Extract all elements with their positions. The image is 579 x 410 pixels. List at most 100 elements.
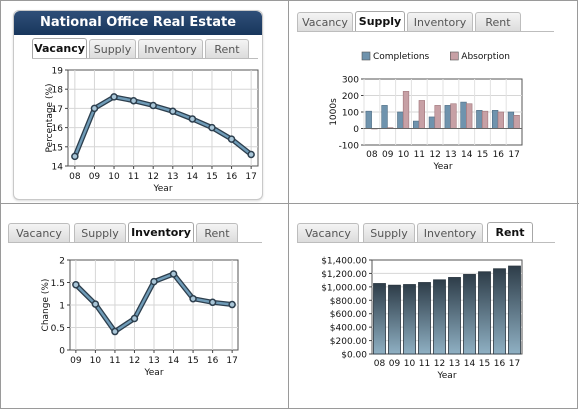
y-tick-label: 0 [353,125,359,135]
bar-rent [448,277,461,355]
x-tick-label: 16 [207,356,219,366]
y-axis-label: Percentage (%) [45,83,55,152]
x-tick-label: 08 [366,150,378,160]
y-tick-label: 0 [59,347,65,357]
y-tick-label: 100 [342,109,359,119]
x-tick-label: 08 [374,359,386,369]
bar-absorption [434,105,441,129]
y-axis-label: Change (%) [41,279,51,332]
bar-completions [381,105,388,129]
plot-area [67,69,259,167]
vacancy-tab-bar: Vacancy Supply Inventory Rent [32,38,258,59]
x-tick-label: 16 [494,359,506,369]
bar-absorption [450,103,457,129]
y-axis-label: 1000s [329,98,339,126]
data-point [71,152,79,161]
x-tick-label: 13 [148,356,159,366]
data-point [247,150,255,159]
data-point [188,115,197,123]
y-tick-label: $600.00 [330,310,367,320]
tab-inventory[interactable]: Inventory [138,39,203,58]
y-tick-label: 18 [52,86,64,96]
x-tick-label: 12 [147,172,158,182]
tab-inventory[interactable]: Inventory [128,222,194,243]
x-tick-label: 15 [477,150,488,160]
tab-inventory[interactable]: Inventory [417,223,483,242]
tab-inventory[interactable]: Inventory [407,12,473,31]
x-tick-label: 09 [382,150,394,160]
tab-vacancy[interactable]: Vacancy [297,12,353,31]
rent-chart: $0.00 $200.00 $400.00 $600.00 $800.00 $1,000.… [321,257,523,381]
bar-absorption [402,91,410,129]
x-tick-label: 10 [108,172,120,182]
data-point [169,270,178,278]
x-tick-label: 09 [89,172,101,182]
y-tick-label: $800.00 [330,297,367,307]
bar-completions [397,111,404,129]
tab-supply[interactable]: Supply [363,223,415,242]
y-tick-label: $1,000.00 [321,283,367,293]
y-tick-label: $1,400.00 [321,257,367,267]
data-point [129,96,138,105]
bar-rent [478,271,491,355]
x-tick-label: 12 [129,356,140,366]
bar-absorption [497,111,504,129]
tab-vacancy[interactable]: Vacancy [8,223,70,242]
vacancy-card: National Office Real Estate Trends Vacan… [13,10,263,200]
tab-supply[interactable]: Supply [74,223,126,242]
x-tick-label: 10 [404,359,416,369]
data-point [208,298,217,307]
x-tick-label: 13 [445,150,456,160]
legend-swatch-completions [361,51,371,61]
y-tick-label: -100 [339,142,360,152]
y-tick-label: $200.00 [330,337,367,347]
x-tick-label: 12 [434,359,445,369]
bar-rent [433,279,446,355]
x-tick-label: 17 [226,356,237,366]
tab-underline [297,242,555,243]
x-tick-label: 16 [493,150,505,160]
tab-underline [32,58,258,59]
tab-rent[interactable]: Rent [205,39,249,58]
x-tick-label: 14 [187,172,199,182]
bar-rent [403,284,416,355]
tab-supply[interactable]: Supply [355,11,405,32]
bar-absorption [418,100,425,129]
data-point [90,104,99,113]
legend-label-completions: Completions [373,52,430,62]
bar-completions [476,110,483,129]
tab-supply[interactable]: Supply [89,39,136,58]
x-tick-label: 11 [109,356,120,366]
data-point [149,101,157,110]
data-point [91,300,100,308]
tab-vacancy[interactable]: Vacancy [297,223,359,242]
tab-rent[interactable]: Rent [196,223,238,242]
bar-completions [444,105,451,129]
x-tick-label: 10 [398,150,410,160]
x-axis-label: Year [152,184,172,194]
data-point [208,123,216,132]
bar-absorption [513,115,520,129]
tab-rent[interactable]: Rent [475,12,521,31]
data-point [228,300,236,309]
tab-vacancy[interactable]: Vacancy [32,38,87,59]
supply-panel: Vacancy Supply Inventory Rent -100 0 100 20… [289,0,578,203]
x-axis-label: Year [432,162,452,172]
bar-rent [508,265,521,355]
data-point [110,93,118,101]
x-axis-label: Year [436,371,456,381]
bar-rent [388,284,401,355]
y-tick-label: 15 [52,143,63,153]
data-point [130,314,139,323]
y-tick-label: 2 [59,257,65,267]
horizontal-divider [0,203,579,204]
bar-completions [507,111,515,129]
x-tick-label: 09 [70,356,82,366]
y-tick-label: 14 [52,163,64,173]
x-tick-label: 11 [414,150,425,160]
bar-rent [373,283,386,355]
data-point [150,277,158,286]
legend-label-absorption: Absorption [461,52,510,62]
tab-rent[interactable]: Rent [487,222,533,243]
y-tick-label: $400.00 [330,324,367,334]
